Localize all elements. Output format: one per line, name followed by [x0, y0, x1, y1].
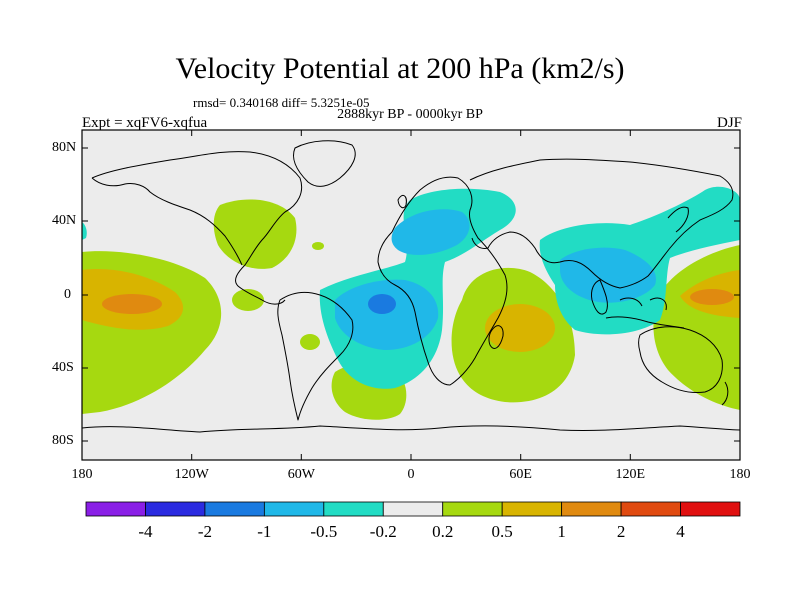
colorbar-label: -0.2	[369, 522, 397, 541]
x-axis-label: 60W	[287, 467, 315, 482]
coast-australia	[638, 326, 723, 393]
coast-antarctica	[82, 425, 740, 433]
season-text: DJF	[716, 115, 742, 131]
colorbar-box	[442, 501, 503, 517]
colorbar-label: 0.2	[432, 522, 454, 541]
colorbar-box	[561, 501, 622, 517]
period-text: 2888kyr BP - 0000kyr BP	[337, 107, 483, 122]
colorbar-label: -1	[257, 522, 272, 541]
y-axis-label: 80S	[52, 433, 74, 448]
y-axis-label: 40N	[52, 213, 77, 228]
coast-north-america	[91, 151, 303, 305]
orange-core-indian-ocean	[485, 304, 555, 352]
colorbar-box	[85, 501, 146, 517]
coast-indochina	[591, 279, 608, 315]
map-frame	[81, 129, 741, 461]
colorbar-box	[204, 501, 265, 517]
x-axis-label: 180	[729, 467, 751, 482]
coast-europe-africa	[377, 176, 508, 386]
dark-orange-core-west-pacific	[690, 289, 734, 305]
dark-orange-core-east-pacific	[102, 294, 162, 314]
negative-region-atlantic-edge	[82, 222, 87, 240]
x-axis-label: 120E	[615, 467, 646, 482]
colorbar-box	[145, 501, 206, 517]
positive-blob-north-atlantic	[312, 242, 324, 250]
colorbar-label: 0.5	[491, 522, 513, 541]
stats-text: rmsd= 0.340168 diff= 5.3251e-05	[193, 95, 370, 110]
x-axis-label: 60E	[509, 467, 532, 482]
colorbar-label: 2	[616, 522, 626, 541]
negative-core-africa	[391, 209, 470, 255]
colorbar-box	[620, 501, 681, 517]
x-axis-label: 0	[407, 467, 415, 482]
coast-alaska	[91, 177, 243, 266]
positive-region-north-america	[213, 199, 297, 269]
colorbar-box	[501, 501, 563, 517]
x-axis-label: 180	[71, 467, 93, 482]
colorbar-label: -0.5	[310, 522, 338, 541]
y-axis-label: 80N	[52, 140, 77, 155]
negative-core-asia	[560, 247, 656, 303]
colorbar-box	[263, 501, 325, 517]
negative-core-atlantic	[335, 279, 439, 350]
coast-south-america	[277, 291, 354, 421]
colorbar-box	[680, 501, 741, 517]
coast-asia	[469, 158, 734, 289]
positive-blob-south-america	[300, 334, 320, 350]
colorbar-label: 1	[557, 522, 566, 541]
coast-greenland	[293, 140, 356, 187]
coast-madagascar	[488, 325, 504, 349]
negative-core-atlantic-deep	[368, 294, 396, 314]
coast-new-zealand	[721, 381, 729, 406]
experiment-text: Expt = xqFV6-xqfua	[82, 115, 208, 131]
colorbar-label: -2	[197, 522, 212, 541]
coast-japan	[667, 206, 689, 233]
figure-title: Velocity Potential at 200 hPa (km2/s)	[175, 52, 625, 85]
positive-blob-central-america	[232, 289, 264, 311]
coastlines	[82, 140, 740, 433]
axis-ticks	[82, 130, 740, 460]
y-axis-label: 0	[64, 287, 71, 302]
colorbar-box	[382, 501, 444, 517]
colorbar-label: 4	[676, 522, 685, 541]
colorbar-box	[323, 501, 384, 517]
y-axis-label: 40S	[52, 360, 74, 375]
x-axis-label: 120W	[174, 467, 209, 482]
colorbar-label: -4	[138, 522, 153, 541]
coast-uk	[397, 194, 407, 209]
